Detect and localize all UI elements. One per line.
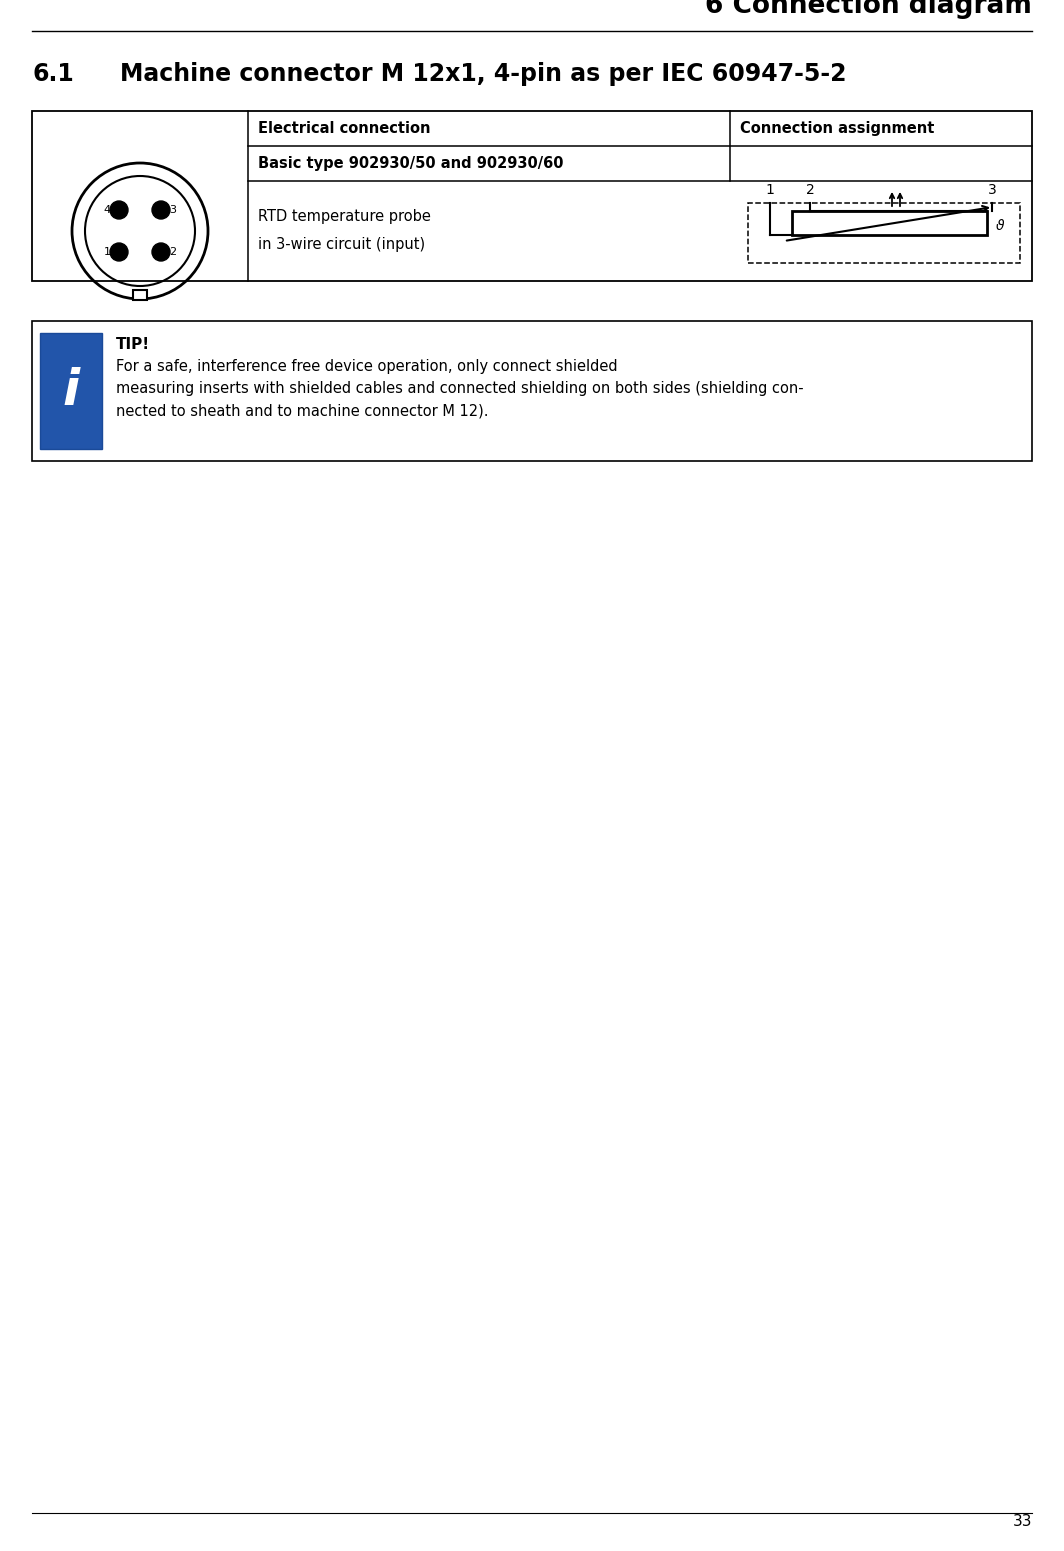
Bar <box>792 211 987 236</box>
Text: TIP!: TIP! <box>116 337 150 352</box>
Text: nected to sheath and to machine connector M 12).: nected to sheath and to machine connecto… <box>116 403 488 419</box>
Bar <box>40 333 102 448</box>
Bar <box>748 203 1020 264</box>
Text: 1: 1 <box>766 183 775 197</box>
Text: Machine connector M 12x1, 4-pin as per IEC 60947-5-2: Machine connector M 12x1, 4-pin as per I… <box>120 62 847 85</box>
Bar <box>133 290 147 299</box>
Text: 6.1: 6.1 <box>32 62 73 85</box>
Text: in 3-wire circuit (input): in 3-wire circuit (input) <box>257 237 426 253</box>
Text: 4: 4 <box>103 205 111 216</box>
Text: RTD temperature probe: RTD temperature probe <box>257 209 431 225</box>
Bar <box>32 321 1032 461</box>
Circle shape <box>110 244 128 261</box>
Text: 3: 3 <box>987 183 996 197</box>
Bar <box>32 112 1032 281</box>
Circle shape <box>152 202 170 219</box>
Text: 33: 33 <box>1013 1514 1032 1529</box>
Circle shape <box>110 202 128 219</box>
Text: 1: 1 <box>103 247 111 257</box>
Text: i: i <box>63 368 80 416</box>
Text: $\vartheta$: $\vartheta$ <box>995 219 1005 233</box>
Text: 2: 2 <box>169 247 177 257</box>
Text: measuring inserts with shielded cables and connected shielding on both sides (sh: measuring inserts with shielded cables a… <box>116 382 803 396</box>
Text: Electrical connection: Electrical connection <box>257 121 431 136</box>
Text: Basic type 902930/50 and 902930/60: Basic type 902930/50 and 902930/60 <box>257 157 564 171</box>
Text: 2: 2 <box>805 183 814 197</box>
Circle shape <box>152 244 170 261</box>
Text: 6 Connection diagram: 6 Connection diagram <box>705 0 1032 19</box>
Text: For a safe, interference free device operation, only connect shielded: For a safe, interference free device ope… <box>116 358 617 374</box>
Text: Connection assignment: Connection assignment <box>739 121 934 136</box>
Text: 3: 3 <box>169 205 177 216</box>
